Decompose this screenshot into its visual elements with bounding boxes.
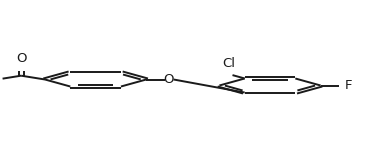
Text: O: O	[164, 73, 174, 86]
Text: F: F	[345, 79, 352, 92]
Text: Cl: Cl	[222, 57, 235, 70]
Text: O: O	[16, 52, 26, 66]
